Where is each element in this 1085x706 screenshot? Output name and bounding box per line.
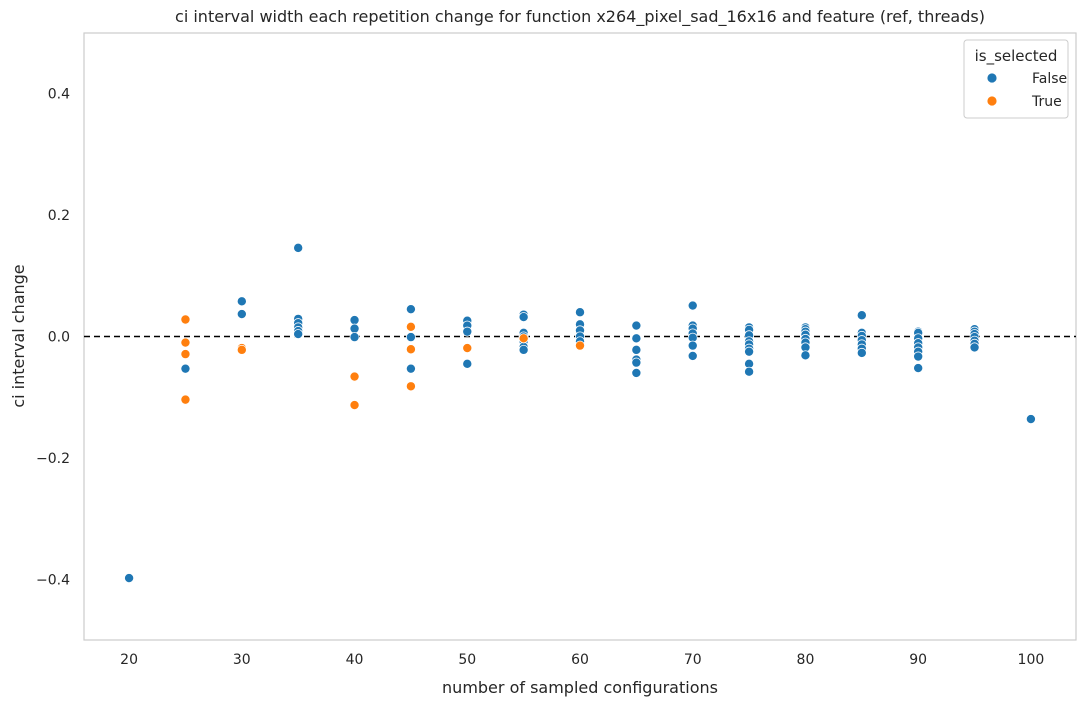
legend: is_selected False True [963, 39, 1069, 119]
data-point-false [575, 307, 586, 318]
data-point-true [180, 394, 191, 405]
data-point-false [687, 340, 698, 351]
legend-title: is_selected [975, 47, 1058, 66]
data-point-false [744, 346, 755, 357]
data-point-true [462, 343, 473, 354]
legend-label-false: False [1032, 71, 1067, 87]
x-axis-label: number of sampled configurations [442, 678, 718, 697]
chart-title: ci interval width each repetition change… [175, 7, 985, 27]
data-point-true [575, 340, 586, 351]
data-point-false [405, 304, 416, 315]
y-tick-label: −0.2 [36, 451, 70, 467]
data-point-false [293, 329, 304, 340]
data-point-false [518, 344, 529, 355]
x-tick-label: 40 [346, 652, 364, 668]
data-point-true [349, 371, 360, 382]
data-point-false [913, 351, 924, 362]
data-point-false [236, 296, 247, 307]
data-point-false [856, 310, 867, 321]
data-point-false [349, 332, 360, 343]
data-point-false [124, 573, 135, 584]
x-tick-label: 20 [120, 652, 138, 668]
data-point-false [405, 332, 416, 343]
data-point-false [180, 363, 191, 374]
data-point-true [349, 400, 360, 411]
data-point-false [631, 357, 642, 368]
data-point-false [293, 242, 304, 253]
data-point-false [349, 315, 360, 326]
x-axis-ticks: 20 30 40 50 60 70 80 90 100 [120, 652, 1044, 668]
y-tick-label: −0.4 [36, 572, 70, 588]
data-point-true [405, 381, 416, 392]
y-axis-ticks: 0.4 0.2 0.0 −0.2 −0.4 [36, 87, 70, 589]
data-point-true [236, 344, 247, 355]
x-tick-label: 60 [571, 652, 589, 668]
data-point-false [800, 350, 811, 361]
legend-marker-true [986, 95, 998, 107]
data-point-false [1025, 414, 1036, 425]
data-point-false [631, 320, 642, 331]
y-axis-label: ci interval change [9, 264, 28, 407]
data-point-false [631, 367, 642, 378]
data-point-false [631, 333, 642, 344]
x-tick-label: 30 [233, 652, 251, 668]
data-point-false [744, 366, 755, 377]
x-tick-label: 50 [458, 652, 476, 668]
data-point-false [462, 358, 473, 369]
data-point-false [969, 342, 980, 353]
data-point-false [631, 344, 642, 355]
data-point-true [180, 349, 191, 360]
legend-label-true: True [1031, 94, 1062, 110]
x-tick-label: 100 [1018, 652, 1045, 668]
data-point-false [405, 363, 416, 374]
data-point-true [405, 344, 416, 355]
y-tick-label: 0.4 [48, 87, 70, 103]
data-point-false [856, 347, 867, 358]
x-tick-label: 90 [909, 652, 927, 668]
legend-marker-false [986, 72, 998, 84]
data-point-false [349, 323, 360, 334]
data-point-true [405, 321, 416, 332]
x-tick-label: 80 [797, 652, 815, 668]
data-point-false [518, 312, 529, 323]
data-point-false [913, 363, 924, 374]
data-point-false [687, 350, 698, 361]
data-points [124, 242, 1036, 584]
y-tick-label: 0.0 [48, 330, 70, 346]
data-point-false [687, 300, 698, 311]
data-point-true [518, 333, 529, 344]
data-point-false [236, 309, 247, 320]
x-tick-label: 70 [684, 652, 702, 668]
data-point-false [462, 326, 473, 337]
data-point-true [180, 314, 191, 325]
y-tick-label: 0.2 [48, 208, 70, 224]
data-point-true [180, 337, 191, 348]
